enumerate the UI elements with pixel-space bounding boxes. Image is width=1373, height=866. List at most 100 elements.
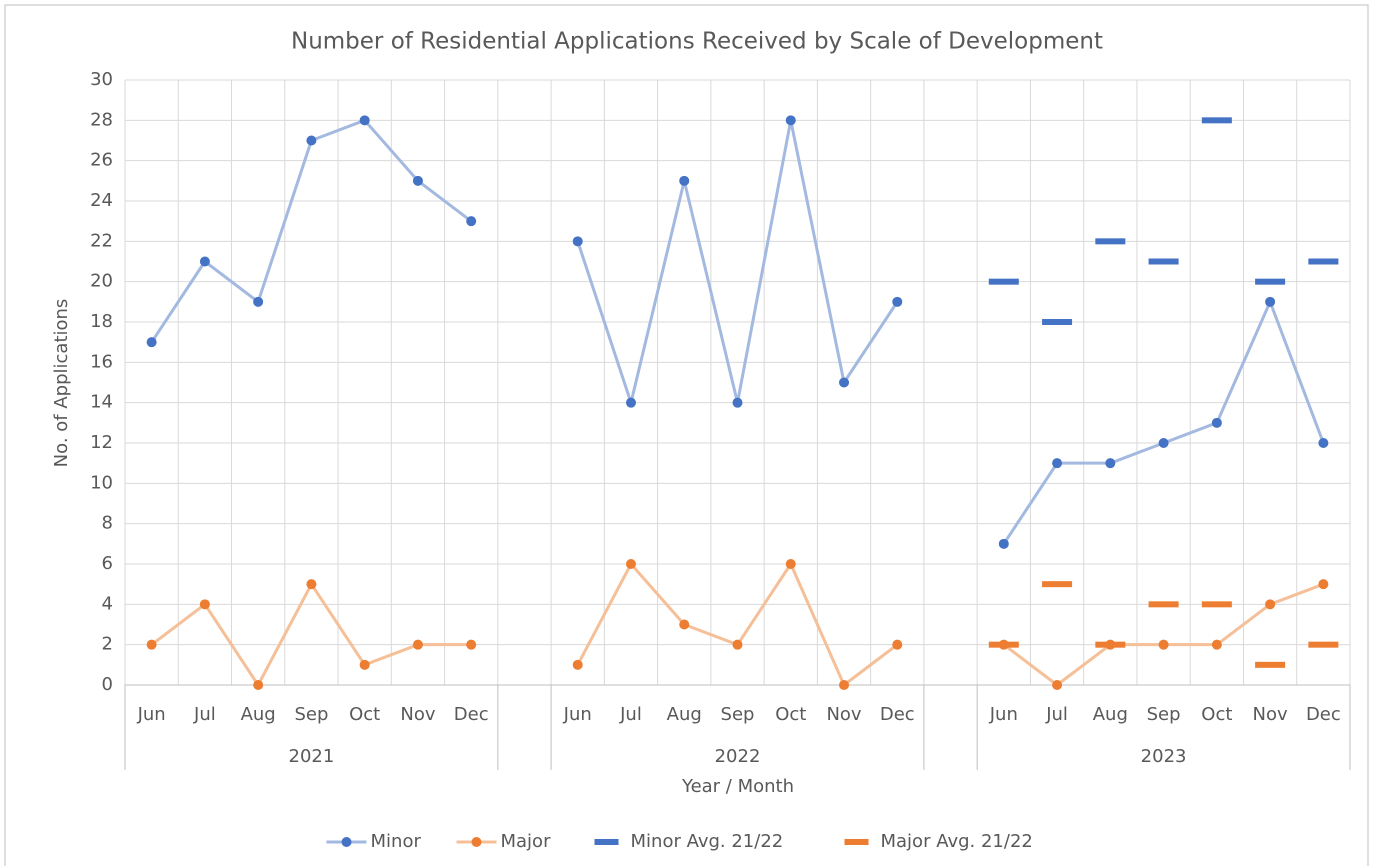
legend-marker [471,837,482,847]
point [679,619,690,630]
point [1158,438,1169,448]
y-tick-label: 8 [102,513,113,534]
x-tick-label: Aug [1093,704,1128,725]
chart-title: Number of Residential Applications Recei… [291,29,1103,55]
average-dash [1308,641,1339,648]
x-tick-label: Jul [193,704,216,725]
point [253,680,264,690]
point [785,559,796,569]
x-tick-label: Sep [294,704,328,725]
y-tick-label: 26 [90,150,113,171]
point [679,175,690,186]
point [466,216,477,227]
average-dash [988,641,1019,648]
point [785,115,796,126]
x-tick-label: Jun [137,704,166,725]
x-tick-label: Nov [400,704,435,725]
x-tick-label: Dec [880,704,915,725]
legend-label: Minor Avg. 21/22 [631,831,784,852]
y-tick-label: 20 [90,271,113,292]
point [892,639,903,650]
group-label: 2021 [289,746,335,767]
legend-marker [341,837,352,847]
average-dash [1308,258,1339,265]
point [146,337,157,348]
x-tick-label: Oct [1201,704,1232,725]
y-tick-label: 22 [90,230,113,251]
x-tick-label: Oct [349,704,380,725]
point [1211,639,1222,650]
x-tick-label: Sep [721,704,755,725]
point [1158,639,1169,650]
x-tick-label: Dec [1306,704,1341,725]
x-tick-label: Oct [775,704,806,725]
y-tick-label: 4 [102,593,113,614]
group-label: 2022 [715,746,761,767]
point [306,135,317,146]
point [146,639,157,650]
point [1052,458,1063,469]
point [625,397,636,408]
point [732,397,743,408]
x-tick-label: Sep [1147,704,1181,725]
y-tick-label: 14 [90,392,113,413]
point [892,296,903,307]
x-axis-label: Year / Month [681,776,794,797]
point [1265,599,1276,610]
x-tick-label: Nov [1253,704,1288,725]
legend-marker [594,839,619,845]
y-tick-label: 6 [102,553,113,574]
legend-label: Major Avg. 21/22 [881,831,1033,852]
point [1318,438,1329,448]
point [1318,579,1329,590]
point [466,639,477,650]
point [199,599,210,610]
x-tick-label: Dec [454,704,489,725]
y-tick-label: 0 [102,674,113,695]
y-tick-label: 16 [90,351,113,372]
point [412,639,423,650]
x-tick-label: Jun [989,704,1018,725]
y-tick-label: 24 [90,190,113,211]
point [306,579,317,590]
group-label: 2023 [1141,746,1187,767]
average-dash [1148,258,1179,265]
point [1052,680,1063,690]
point [625,559,636,569]
average-dash [1255,661,1286,668]
y-axis-label: No. of Applications [51,299,72,468]
average-dash [1042,319,1073,325]
x-tick-label: Nov [826,704,861,725]
point [1265,296,1276,307]
average-dash [1201,117,1232,124]
legend-label: Major [501,831,552,852]
average-dash [1095,238,1126,245]
point [199,256,210,267]
average-dash [1255,278,1286,285]
point [1105,458,1116,469]
y-tick-label: 30 [90,69,113,90]
y-tick-label: 12 [90,432,113,453]
point [359,659,370,670]
point [839,680,850,690]
x-tick-label: Aug [667,704,702,725]
y-tick-label: 2 [102,634,113,655]
x-tick-label: Jun [563,704,592,725]
point [359,115,370,126]
x-tick-label: Jul [1045,704,1068,725]
point [253,296,264,307]
legend-label: Minor [371,831,422,852]
average-dash [1095,641,1126,648]
legend-marker [844,839,869,845]
average-dash [1042,581,1073,588]
point [1211,417,1222,428]
x-tick-label: Jul [619,704,642,725]
point [572,236,583,247]
average-dash [1201,601,1232,608]
average-dash [1148,601,1179,608]
average-dash [988,278,1019,285]
point [732,639,743,650]
chart-frame [4,4,1369,866]
y-tick-label: 28 [90,109,113,130]
